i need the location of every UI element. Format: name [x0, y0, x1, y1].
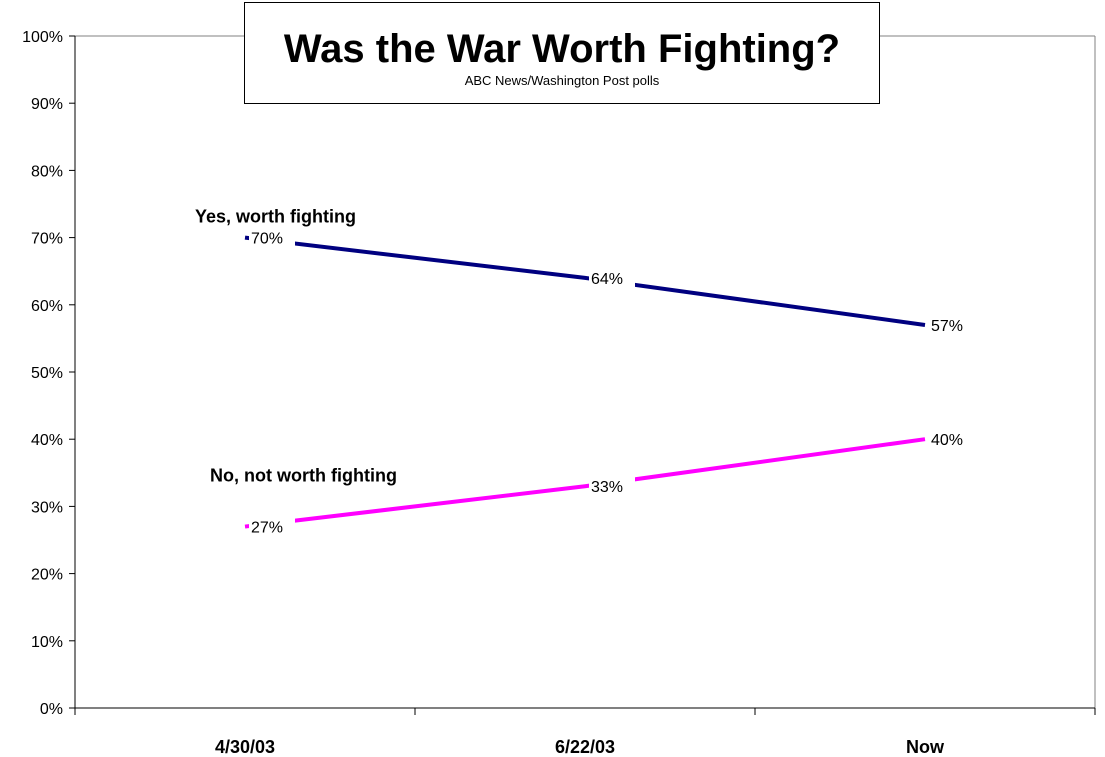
data-label: 33% — [591, 479, 623, 496]
y-tick-label: 30% — [31, 499, 63, 516]
chart-axes: 0% 10% 20% 30% 40% 50% 60% 70% 80% 90% 100% 4/30/03… — [22, 29, 1096, 757]
data-label: 40% — [931, 432, 963, 449]
data-label-bg — [929, 428, 975, 451]
data-label-bg — [589, 475, 635, 498]
series-name-label: Yes, worth fighting — [195, 207, 356, 227]
y-tick-label: 0% — [40, 701, 63, 718]
data-label-bg — [249, 515, 295, 538]
y-tick-label: 80% — [31, 163, 63, 180]
y-tick-label: 100% — [22, 29, 63, 46]
series-name-label: No, not worth fighting — [210, 466, 397, 486]
y-tick-label: 70% — [31, 231, 63, 248]
data-labels: 70% 64% 57% Yes, worth fighting 27% 33% 40% No,… — [195, 207, 975, 538]
data-label-bg — [589, 266, 635, 289]
data-label: 70% — [251, 231, 283, 248]
x-tick-label: 4/30/03 — [215, 737, 275, 757]
data-label-bg — [249, 226, 295, 249]
series-lines — [244, 235, 926, 529]
chart-subtitle: ABC News/Washington Post polls — [464, 73, 660, 88]
chart-title: Was the War Worth Fighting? — [283, 27, 841, 71]
series-line — [244, 437, 926, 529]
y-tick-label: 60% — [31, 298, 63, 315]
data-label: 27% — [251, 520, 283, 537]
chart-title-box: Was the War Worth Fighting? ABC News/Was… — [244, 2, 880, 104]
data-label: 57% — [931, 318, 963, 335]
y-tick-label: 10% — [31, 634, 63, 651]
x-tick-label: 6/22/03 — [555, 737, 615, 757]
y-tick-label: 20% — [31, 567, 63, 584]
x-tick-label: Now — [906, 737, 945, 757]
y-tick-label: 50% — [31, 365, 63, 382]
series-line — [244, 235, 926, 327]
data-label: 64% — [591, 271, 623, 288]
y-tick-label: 40% — [31, 432, 63, 449]
data-label-bg — [929, 313, 975, 336]
y-tick-label: 90% — [31, 96, 63, 113]
